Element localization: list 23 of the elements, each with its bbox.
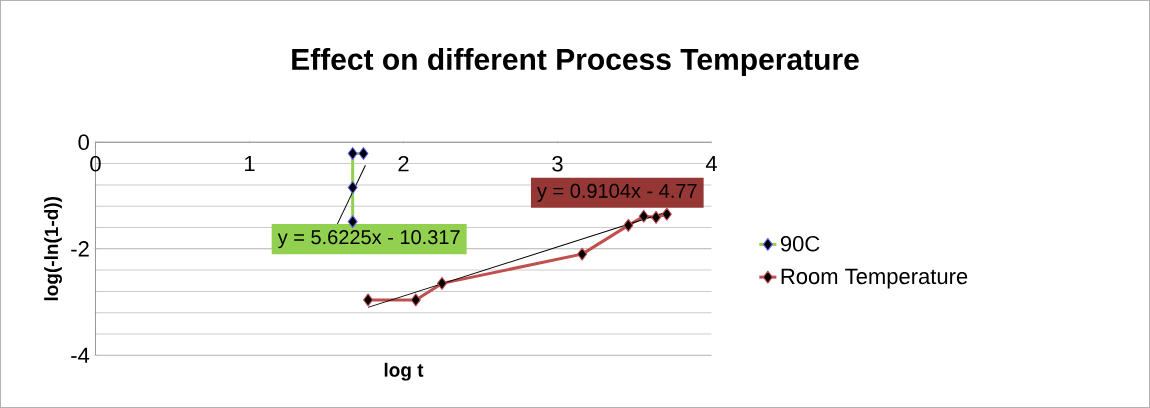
point — [436, 276, 447, 290]
y-tick-label: -4 — [71, 347, 90, 363]
point — [661, 207, 672, 221]
point — [651, 210, 662, 224]
chart-title: Effect on different Process Temperature — [292, 48, 859, 76]
x-tick-label: 4 — [705, 155, 717, 172]
legend-label: 90C — [780, 235, 820, 252]
point — [577, 247, 588, 261]
y-tick-label: -2 — [71, 241, 89, 257]
x-tick-label: 1 — [245, 155, 255, 172]
annotation: y = 5.6225x - 10.317 — [277, 230, 460, 249]
x-tick-label: 0 — [90, 155, 101, 172]
point — [410, 293, 421, 307]
point — [363, 293, 374, 307]
annotation: y = 0.9104x - 4.77 — [537, 183, 697, 202]
x-tick-label: 2 — [398, 155, 409, 172]
point — [638, 209, 649, 223]
legend-label: Room Temperature — [781, 268, 968, 289]
x-axis-title: log t — [384, 362, 424, 381]
y-tick-label: 0 — [78, 134, 89, 151]
x-tick-label: 3 — [552, 155, 563, 172]
point — [623, 218, 634, 232]
y-axis-title: log(-ln(1-d)) — [44, 196, 62, 301]
